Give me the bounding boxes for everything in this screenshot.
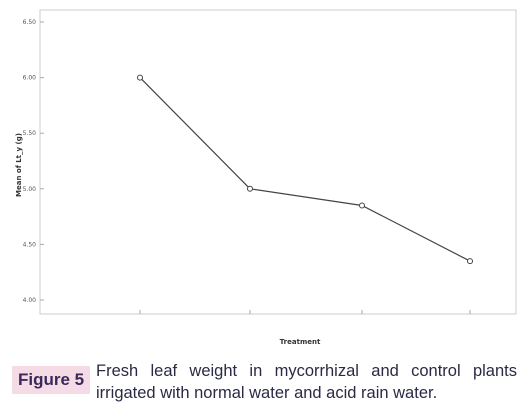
data-point: [359, 202, 365, 209]
x-axis-title: Treatment: [280, 338, 321, 346]
y-tick-label: 5.00: [23, 186, 37, 193]
data-point: [467, 258, 473, 265]
y-tick-label: 5.50: [23, 130, 37, 137]
line-chart: 6.50 6.00 5.50 5.00 4.50 4.00 Mean of Lt_y (g…: [15, 9, 517, 346]
data-points: [137, 74, 473, 265]
y-axis: 6.50 6.00 5.50 5.00 4.50 4.00: [23, 19, 44, 304]
figure-caption: Figure 5 Fresh leaf weight in mycorrhiza…: [12, 360, 517, 408]
y-axis-title: Mean of Lt_y (g): [15, 133, 23, 197]
y-tick-label: 6.50: [23, 19, 37, 26]
x-axis: [139, 310, 471, 314]
data-point: [247, 185, 253, 192]
y-tick-label: 4.00: [23, 297, 37, 304]
figure-label: Figure 5: [12, 366, 91, 394]
y-tick-label: 4.50: [23, 241, 37, 248]
y-tick-label: 6.00: [23, 75, 37, 82]
series-line: [139, 77, 471, 262]
data-point: [137, 74, 143, 81]
figure-caption-text: Fresh leaf weight in mycorrhizal and con…: [96, 362, 517, 402]
plot-frame: [39, 9, 517, 315]
